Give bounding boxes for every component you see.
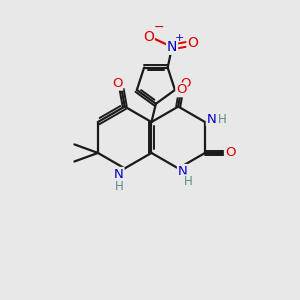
Text: N: N: [114, 168, 124, 181]
Text: +: +: [175, 33, 184, 43]
Text: O: O: [187, 35, 198, 50]
Text: O: O: [225, 146, 235, 159]
Text: N: N: [178, 165, 188, 178]
Text: O: O: [181, 77, 191, 90]
Text: H: H: [218, 112, 227, 126]
Text: N: N: [167, 40, 177, 54]
Text: O: O: [176, 83, 187, 96]
Text: H: H: [114, 180, 123, 193]
Text: O: O: [143, 30, 154, 44]
Text: −: −: [154, 21, 164, 34]
Text: O: O: [112, 77, 122, 90]
Text: H: H: [184, 175, 193, 188]
Text: N: N: [207, 112, 216, 126]
